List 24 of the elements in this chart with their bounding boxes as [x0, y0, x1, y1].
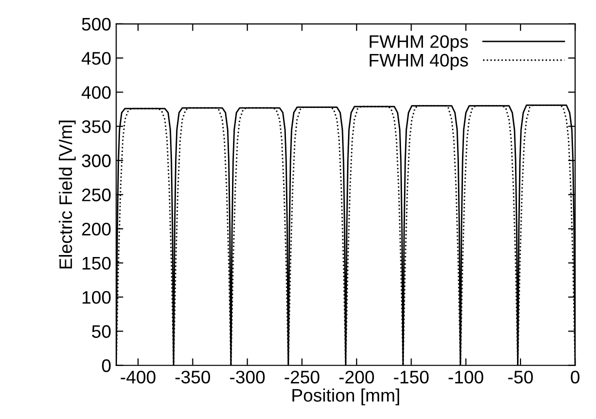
y-tick-label: 400: [82, 86, 111, 99]
x-tick-label: 0: [570, 370, 580, 384]
y-tick-label: 500: [82, 18, 111, 31]
y-tick-label: 0: [102, 359, 111, 372]
y-tick-label: 350: [82, 120, 111, 134]
x-tick-label: -100: [448, 370, 484, 384]
legend-label: FWHM 40ps: [370, 54, 468, 70]
x-tick-label: -400: [120, 370, 156, 384]
x-tick-label: -300: [230, 370, 265, 384]
legend-label: FWHM 20ps: [370, 35, 468, 52]
x-tick-label: -50: [508, 370, 533, 384]
y-axis-title: Electric Field [V/m]: [58, 120, 76, 268]
x-axis-title: Position [mm]: [292, 388, 400, 406]
x-tick-label: -200: [339, 370, 374, 384]
y-tick-label: 200: [82, 222, 111, 236]
y-tick-label: 450: [82, 52, 111, 65]
y-tick-label: 250: [82, 188, 111, 202]
y-tick-label: 300: [82, 154, 111, 168]
y-tick-label: 50: [92, 325, 111, 338]
y-tick-label: 100: [82, 291, 111, 304]
x-tick-label: -250: [284, 370, 320, 384]
x-tick-label: -350: [175, 370, 210, 384]
y-tick-label: 150: [82, 256, 111, 270]
x-tick-label: -150: [394, 370, 429, 384]
